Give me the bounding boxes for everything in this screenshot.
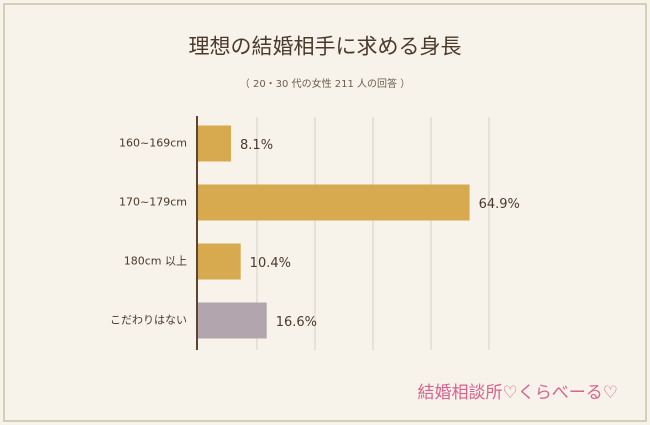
y-tick-label: こだわりはない [110,314,187,327]
y-tick-label: 180cm 以上 [124,255,187,268]
value-label: 8.1% [240,138,273,153]
frame [3,3,647,422]
logo: 結婚相談所♡くらべーる♡ [418,383,618,403]
value-label: 16.6% [276,315,317,330]
chart-subtitle: （ 20・30 代の女性 211 人の回答 ） [240,77,410,90]
bar [197,302,267,339]
y-tick-label: 160~169cm [119,137,187,150]
value-label: 10.4% [250,256,291,271]
bar [197,125,232,162]
bar [197,184,470,221]
value-label: 64.9% [479,197,520,212]
y-tick-label: 170~179cm [119,196,187,209]
chart-title: 理想の結婚相手に求める身長 [189,35,462,59]
bar [197,243,241,280]
